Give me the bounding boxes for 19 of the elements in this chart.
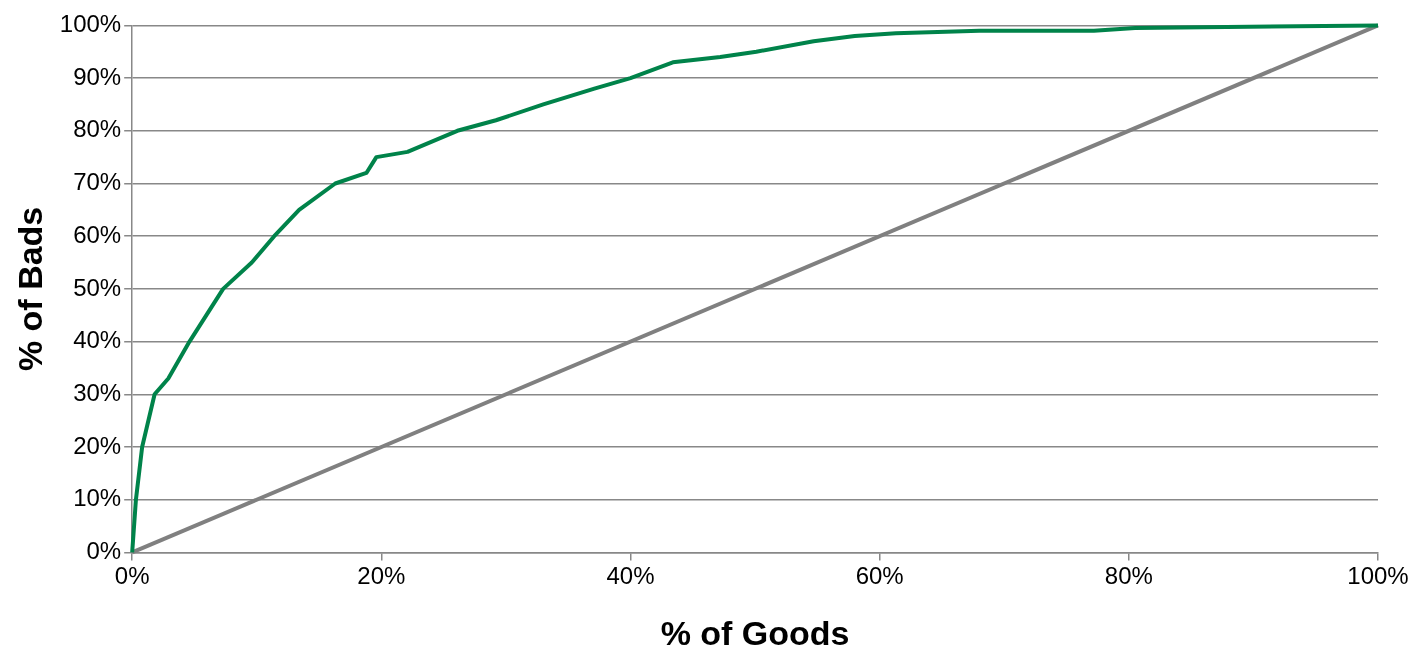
y-tick-label: 70% xyxy=(73,168,122,196)
y-tick-label: 90% xyxy=(73,62,122,90)
y-axis-title: % of Bads xyxy=(10,206,49,372)
x-tick-label: 0% xyxy=(114,562,150,590)
y-tick-label: 80% xyxy=(73,115,122,143)
y-tick-label: 40% xyxy=(73,326,122,354)
x-tick-label: 60% xyxy=(855,562,904,590)
y-tick-label: 30% xyxy=(73,378,122,406)
y-tick-label: 60% xyxy=(73,220,122,248)
y-tick-label: 10% xyxy=(73,484,122,512)
x-tick-label: 40% xyxy=(606,562,655,590)
x-tick-label: 20% xyxy=(357,562,406,590)
x-axis-title: % of Goods xyxy=(660,613,850,652)
y-tick-label: 20% xyxy=(73,431,122,459)
x-tick-label: 80% xyxy=(1104,562,1153,590)
x-tick-label: 100% xyxy=(1347,562,1409,590)
y-tick-label: 0% xyxy=(86,537,122,565)
y-tick-label: 100% xyxy=(59,10,122,38)
y-tick-label: 50% xyxy=(73,273,122,301)
